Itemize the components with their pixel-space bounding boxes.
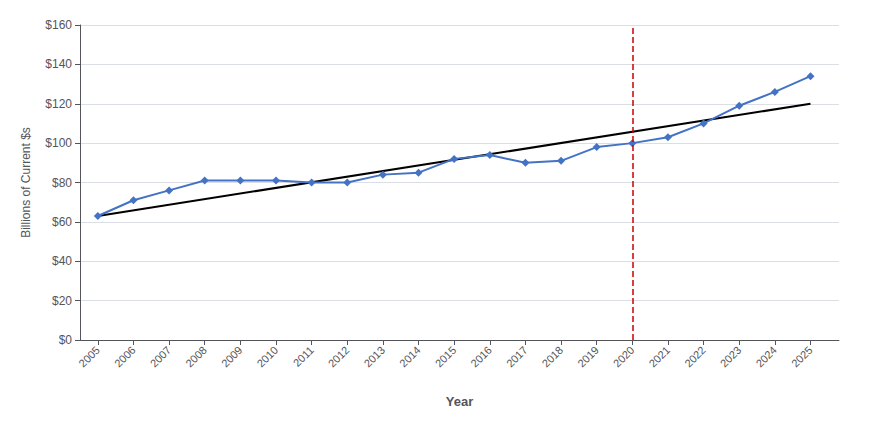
svg-text:2010: 2010 <box>254 344 280 370</box>
svg-text:2012: 2012 <box>326 344 352 370</box>
svg-text:2015: 2015 <box>433 344 459 370</box>
svg-text:2019: 2019 <box>575 344 601 370</box>
svg-text:2008: 2008 <box>183 344 209 370</box>
svg-text:$120: $120 <box>45 97 72 111</box>
svg-text:2022: 2022 <box>682 344 708 370</box>
svg-text:2006: 2006 <box>112 344 138 370</box>
svg-text:2016: 2016 <box>468 344 494 370</box>
svg-text:2013: 2013 <box>361 344 387 370</box>
svg-text:2018: 2018 <box>540 344 566 370</box>
svg-text:Billions of Current $s: Billions of Current $s <box>19 127 33 238</box>
svg-text:2005: 2005 <box>76 344 102 370</box>
svg-text:2021: 2021 <box>646 344 672 370</box>
svg-text:$20: $20 <box>52 294 72 308</box>
svg-text:2017: 2017 <box>504 344 530 370</box>
svg-text:$60: $60 <box>52 215 72 229</box>
svg-text:$140: $140 <box>45 57 72 71</box>
svg-text:2020: 2020 <box>611 344 637 370</box>
svg-text:2011: 2011 <box>291 344 316 369</box>
svg-text:$80: $80 <box>52 176 72 190</box>
svg-text:2024: 2024 <box>753 344 779 370</box>
svg-text:2023: 2023 <box>718 344 744 370</box>
svg-text:2007: 2007 <box>148 344 174 370</box>
svg-text:2009: 2009 <box>219 344 245 370</box>
svg-text:$40: $40 <box>52 254 72 268</box>
svg-text:$100: $100 <box>45 136 72 150</box>
svg-text:Year: Year <box>446 394 473 409</box>
svg-text:$0: $0 <box>59 333 73 347</box>
svg-text:$160: $160 <box>45 18 72 32</box>
svg-text:2025: 2025 <box>789 344 815 370</box>
svg-text:2014: 2014 <box>397 344 423 370</box>
